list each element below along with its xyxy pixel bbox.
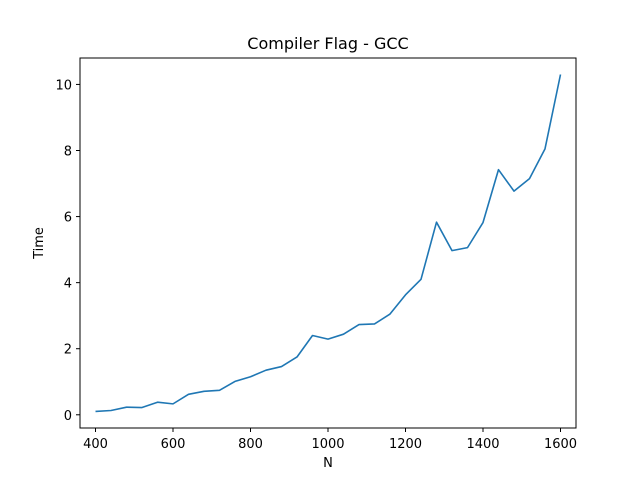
y-axis-label: Time	[32, 227, 47, 260]
y-tick-label: 10	[55, 78, 72, 93]
plot-area	[79, 57, 577, 429]
y-tick-label: 2	[64, 343, 72, 358]
y-axis: 0 2 4 6 8 10	[55, 78, 80, 424]
chart-title: Compiler Flag - GCC	[247, 34, 408, 53]
x-tick-label: 1000	[311, 437, 344, 452]
x-tick-label: 1400	[466, 437, 499, 452]
x-axis: 400 600 800 1000 1200 1400 1600	[83, 428, 577, 452]
series-line	[95, 74, 562, 413]
x-tick-label: 600	[161, 437, 186, 452]
x-tick-label: 1200	[389, 437, 422, 452]
x-axis-label: N	[323, 456, 333, 471]
y-tick-label: 4	[64, 277, 72, 292]
y-tick-label: 0	[64, 409, 72, 424]
y-tick-label: 6	[64, 211, 72, 226]
x-tick-label: 400	[83, 437, 108, 452]
x-tick-label: 800	[238, 437, 263, 452]
x-tick-label: 1600	[544, 437, 577, 452]
y-tick-label: 8	[64, 145, 72, 160]
